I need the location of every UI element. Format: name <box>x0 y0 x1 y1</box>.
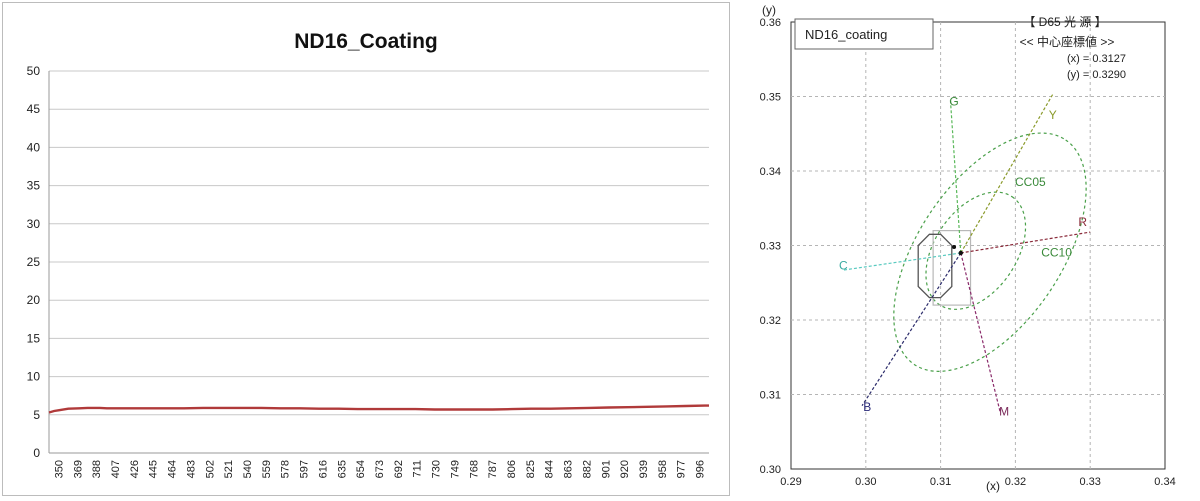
measured-point <box>952 244 957 249</box>
x-tick-label: 0.30 <box>855 476 876 488</box>
y-tick-label: 0.32 <box>760 315 781 327</box>
direction-line-y <box>960 93 1054 254</box>
chromaticity-chart-panel: 0.29 0.30 0.31 0.32 0.33 0.34 0.30 0.31 0.32 0.33… <box>745 2 1200 496</box>
x-tick-label: 445 <box>148 460 160 478</box>
x-tick-label: 616 <box>317 460 329 478</box>
x-tick-label: 806 <box>506 460 518 478</box>
y-tick-label: 0.36 <box>760 17 781 29</box>
x-tick-label: 844 <box>544 460 556 478</box>
legend-box <box>794 18 934 50</box>
direction-label: M <box>999 404 1009 418</box>
spectral-chart: ND16_Coating 0 5 10 15 20 25 30 35 40 45 50 350 369 38… <box>27 30 709 478</box>
x-tick-label: 882 <box>581 460 593 478</box>
tolerance-rectangle <box>932 230 972 306</box>
x-tick-label: 863 <box>563 460 575 478</box>
x-tick-label: 901 <box>600 460 612 478</box>
direction-line-g <box>949 98 962 253</box>
x-tick-label: 521 <box>223 460 235 478</box>
series-line <box>48 404 709 414</box>
direction-label: CC10 <box>1041 246 1072 260</box>
y-tick-label: 0.31 <box>760 390 781 402</box>
y-tick-label: 45 <box>27 102 41 116</box>
y-tick-label: 0 <box>33 446 40 460</box>
x-tick-label: 502 <box>204 460 216 478</box>
x-tick-label: 407 <box>110 460 122 478</box>
chromaticity-chart: 0.29 0.30 0.31 0.32 0.33 0.340.300.310.320.33… <box>760 3 1176 493</box>
x-tick-label: 654 <box>355 460 367 478</box>
direction-line-b <box>861 252 962 407</box>
x-tick-label: 692 <box>393 460 405 478</box>
x-tick-label: 996 <box>695 460 707 478</box>
y-tick-label: 0.35 <box>760 92 781 104</box>
y-tick-label: 15 <box>27 331 41 345</box>
annotation-illuminant: 【 D65 光 源 】 <box>1023 15 1106 29</box>
x-tick-label: 350 <box>53 460 65 478</box>
x-tick-label: 597 <box>299 460 311 478</box>
y-tick-label: 40 <box>27 140 41 154</box>
x-tick-label: 920 <box>619 460 631 478</box>
y-tick-label: 0.30 <box>760 464 781 476</box>
ellipse-cc10 <box>893 132 1087 372</box>
x-tick-label: 0.34 <box>1154 476 1175 488</box>
x-tick-label: 768 <box>468 460 480 478</box>
x-tick-label: 464 <box>167 460 179 478</box>
y-tick-label: 5 <box>33 408 40 422</box>
direction-label: C <box>839 258 848 272</box>
x-tick-label: 787 <box>487 460 499 478</box>
x-tick-label: 958 <box>657 460 669 478</box>
y-tick-label: 50 <box>27 64 41 78</box>
x-tick-label: 0.29 <box>780 476 801 488</box>
x-axis-label: (x) <box>986 479 1000 493</box>
direction-label: CC05 <box>1015 175 1046 189</box>
x-tick-label: 426 <box>129 460 141 478</box>
x-tick-label: 939 <box>638 460 650 478</box>
x-tick-label: 559 <box>261 460 273 478</box>
annotation-center-title: << 中心座標値 >> <box>1020 34 1115 49</box>
x-tick-label: 825 <box>525 460 537 478</box>
y-tick-label: 35 <box>27 179 41 193</box>
y-axis-label: (y) <box>762 3 776 17</box>
x-tick-label: 673 <box>374 460 386 478</box>
y-tick-label: 20 <box>27 293 41 307</box>
x-tick-label: 0.33 <box>1079 476 1100 488</box>
legend-label: ND16_coating <box>805 27 887 42</box>
direction-label: B <box>863 400 871 414</box>
x-tick-label: 0.32 <box>1005 476 1026 488</box>
x-tick-label: 730 <box>431 460 443 478</box>
x-tick-label: 540 <box>242 460 254 478</box>
y-tick-label: 10 <box>27 370 41 384</box>
x-tick-label: 977 <box>676 460 688 478</box>
annotation-center-x: (x) = 0.3127 <box>1067 53 1126 65</box>
direction-label: Y <box>1049 108 1057 122</box>
x-tick-label: 578 <box>280 460 292 478</box>
x-tick-label: 483 <box>185 460 197 478</box>
spectral-chart-panel: ND16_Coating 0 5 10 15 20 25 30 35 40 45 50 350 369 38… <box>2 2 730 496</box>
x-tick-label: 0.31 <box>930 476 951 488</box>
x-tick-label: 711 <box>412 460 424 478</box>
center-point <box>958 250 963 256</box>
y-tick-label: 0.33 <box>760 241 781 253</box>
y-tick-label: 30 <box>27 217 41 231</box>
x-tick-label: 388 <box>91 460 103 478</box>
x-tick-label: 369 <box>72 460 84 478</box>
direction-label: R <box>1078 215 1087 229</box>
x-tick-label: 749 <box>449 460 461 478</box>
direction-label: G <box>949 94 958 108</box>
direction-line-m <box>960 252 1002 414</box>
direction-line-r <box>960 231 1091 254</box>
x-tick-label: 635 <box>336 460 348 478</box>
tolerance-octagon <box>917 233 953 299</box>
annotation-center-y: (y) = 0.3290 <box>1067 69 1126 81</box>
y-tick-label: 0.34 <box>760 166 781 178</box>
y-tick-label: 25 <box>27 255 41 269</box>
chart-title: ND16_Coating <box>294 30 438 53</box>
